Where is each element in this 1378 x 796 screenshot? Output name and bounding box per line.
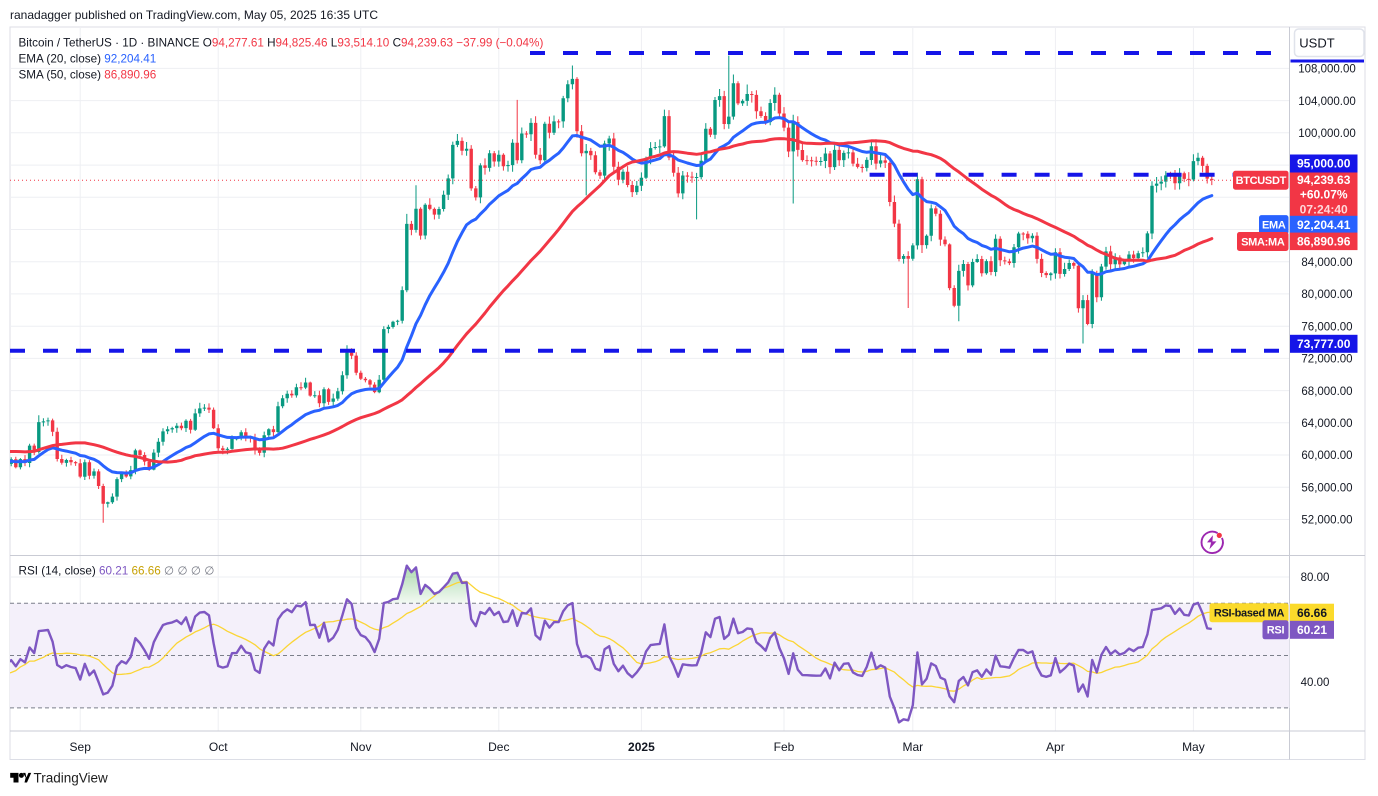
- svg-text:95,000.00: 95,000.00: [1297, 157, 1351, 171]
- svg-text:SMA (50, close) 86,890.96: SMA (50, close) 86,890.96: [19, 69, 157, 82]
- svg-text:72,000.00: 72,000.00: [1301, 354, 1352, 366]
- svg-text:BTCUSDT: BTCUSDT: [1236, 175, 1287, 187]
- svg-text:Oct: Oct: [209, 740, 228, 754]
- svg-text:86,890.96: 86,890.96: [1297, 235, 1351, 249]
- svg-text:100,000.00: 100,000.00: [1298, 128, 1356, 140]
- svg-text:EMA (20, close) 92,204.41: EMA (20, close) 92,204.41: [19, 53, 157, 66]
- svg-text:Dec: Dec: [488, 740, 509, 754]
- svg-text:EMA: EMA: [1262, 220, 1286, 232]
- svg-text:May: May: [1182, 740, 1205, 754]
- svg-text:52,000.00: 52,000.00: [1301, 515, 1352, 527]
- svg-text:94,239.63: 94,239.63: [1297, 173, 1351, 187]
- svg-text:USDT: USDT: [1299, 36, 1334, 51]
- svg-text:RSI (14, close) 60.21 66.66 ∅: RSI (14, close) 60.21 66.66 ∅ ∅ ∅ ∅: [19, 565, 215, 578]
- svg-text:2025: 2025: [628, 740, 655, 754]
- svg-text:Bitcoin / TetherUS · 1D · BINA: Bitcoin / TetherUS · 1D · BINANCE O94,27…: [19, 37, 544, 50]
- svg-text:40.00: 40.00: [1301, 677, 1330, 689]
- svg-text:07:24:40: 07:24:40: [1300, 202, 1348, 216]
- svg-text:92,204.41: 92,204.41: [1297, 218, 1351, 232]
- svg-text:Feb: Feb: [774, 740, 795, 754]
- svg-text:80,000.00: 80,000.00: [1301, 289, 1352, 301]
- svg-text:76,000.00: 76,000.00: [1301, 321, 1352, 333]
- svg-text:Mar: Mar: [902, 740, 923, 754]
- svg-text:60,000.00: 60,000.00: [1301, 450, 1352, 462]
- svg-text:60.21: 60.21: [1297, 623, 1327, 637]
- svg-text:84,000.00: 84,000.00: [1301, 257, 1352, 269]
- svg-text:73,777.00: 73,777.00: [1297, 337, 1351, 351]
- svg-text:TradingView: TradingView: [34, 771, 109, 786]
- svg-text:56,000.00: 56,000.00: [1301, 483, 1352, 495]
- svg-text:RSI-based MA: RSI-based MA: [1214, 608, 1285, 620]
- svg-text:108,000.00: 108,000.00: [1298, 64, 1356, 76]
- svg-text:64,000.00: 64,000.00: [1301, 418, 1352, 430]
- svg-text:80.00: 80.00: [1301, 572, 1330, 584]
- svg-text:SMA:MA: SMA:MA: [1241, 236, 1285, 248]
- svg-text:RSI: RSI: [1267, 625, 1285, 637]
- svg-text:66.66: 66.66: [1297, 606, 1327, 620]
- svg-text:104,000.00: 104,000.00: [1298, 96, 1356, 108]
- svg-text:Sep: Sep: [70, 740, 92, 754]
- svg-text:+60.07%: +60.07%: [1300, 188, 1348, 202]
- svg-text:Apr: Apr: [1046, 740, 1065, 754]
- svg-text:68,000.00: 68,000.00: [1301, 386, 1352, 398]
- svg-text:ranadagger published on Tradin: ranadagger published on TradingView.com,…: [10, 8, 378, 22]
- svg-text:Nov: Nov: [350, 740, 371, 754]
